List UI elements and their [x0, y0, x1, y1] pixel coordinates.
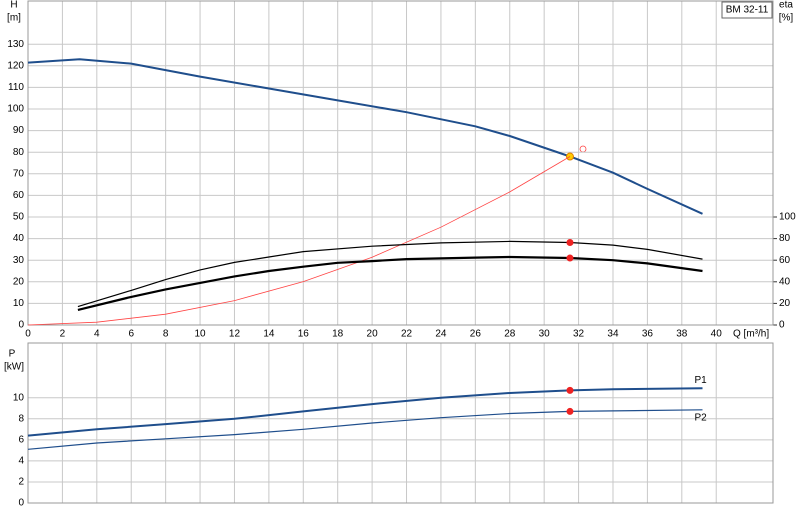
y-tick-label: 2	[18, 477, 24, 488]
x-tick-label: 18	[332, 329, 344, 340]
y2-label: eta	[779, 0, 793, 11]
x-tick-label: 24	[435, 329, 447, 340]
y-tick-label: 130	[7, 39, 24, 50]
y-tick-label: 80	[13, 147, 25, 158]
x-tick-label: 30	[539, 329, 551, 340]
y-tick-label: 0	[18, 320, 24, 331]
y-tick-label: 90	[13, 125, 25, 136]
y-tick-label: 50	[13, 212, 25, 223]
x-tick-label: 8	[163, 329, 169, 340]
x-tick-label: 0	[25, 329, 31, 340]
y-tick-label: 110	[8, 82, 24, 93]
y-tick-label: 70	[13, 168, 25, 179]
y-tick-label: 120	[7, 60, 24, 71]
x-tick-label: 38	[676, 329, 688, 340]
x-tick-label: 32	[573, 329, 585, 340]
y2-tick-label: 80	[779, 233, 791, 244]
series-label: P1	[694, 375, 707, 386]
title-box	[721, 1, 773, 19]
x-tick-label: 16	[298, 329, 310, 340]
y-tick-label: 30	[13, 255, 25, 266]
x-tick-label: 40	[711, 329, 723, 340]
y-label: H	[10, 0, 17, 11]
y-tick-label: 4	[18, 456, 24, 467]
x-tick-label: 28	[504, 329, 516, 340]
y-unit: [m]	[7, 13, 21, 24]
operating-point	[566, 254, 574, 262]
y-tick-label: 8	[18, 413, 24, 424]
y-tick-label: 40	[13, 233, 25, 244]
curve	[27, 156, 571, 326]
y-unit: [kW]	[4, 362, 24, 373]
x-tick-label: 14	[263, 329, 275, 340]
y-tick-label: 20	[13, 276, 25, 287]
plot-frame	[27, 0, 774, 326]
x-tick-label: 2	[60, 329, 66, 340]
operating-point	[566, 238, 574, 246]
plot-frame	[27, 342, 774, 504]
y-tick-label: 100	[7, 104, 24, 115]
x-tick-label: 22	[401, 329, 413, 340]
x-tick-label: 26	[470, 329, 482, 340]
y-tick-label: 6	[18, 434, 24, 445]
operating-point	[566, 407, 574, 415]
x-tick-label: 34	[607, 329, 619, 340]
y2-tick-label: 0	[779, 320, 785, 331]
y2-tick-label: 20	[779, 298, 791, 309]
y-label: P	[9, 349, 16, 360]
curve	[77, 240, 703, 308]
y-tick-label: 0	[18, 498, 24, 509]
curve	[27, 58, 703, 215]
chart-title: BM 32-11	[726, 5, 769, 16]
x-tick-label: 20	[367, 329, 379, 340]
y-tick-label: 10	[13, 392, 25, 403]
curve	[27, 387, 703, 437]
series-label: P2	[694, 412, 707, 423]
y2-unit: [%]	[779, 13, 794, 24]
x-label: Q [m³/h]	[733, 329, 769, 340]
x-tick-label: 36	[642, 329, 654, 340]
x-tick-label: 4	[94, 329, 100, 340]
operating-point	[566, 386, 574, 394]
y-tick-label: 60	[13, 190, 25, 201]
curve	[27, 409, 703, 450]
curve	[77, 255, 703, 311]
x-tick-label: 12	[229, 329, 241, 340]
y2-tick-label: 100	[779, 212, 796, 223]
y2-tick-label: 60	[779, 255, 791, 266]
x-tick-label: 6	[128, 329, 134, 340]
x-tick-label: 10	[194, 329, 206, 340]
y2-tick-label: 40	[779, 276, 791, 287]
y-tick-label: 10	[13, 298, 25, 309]
